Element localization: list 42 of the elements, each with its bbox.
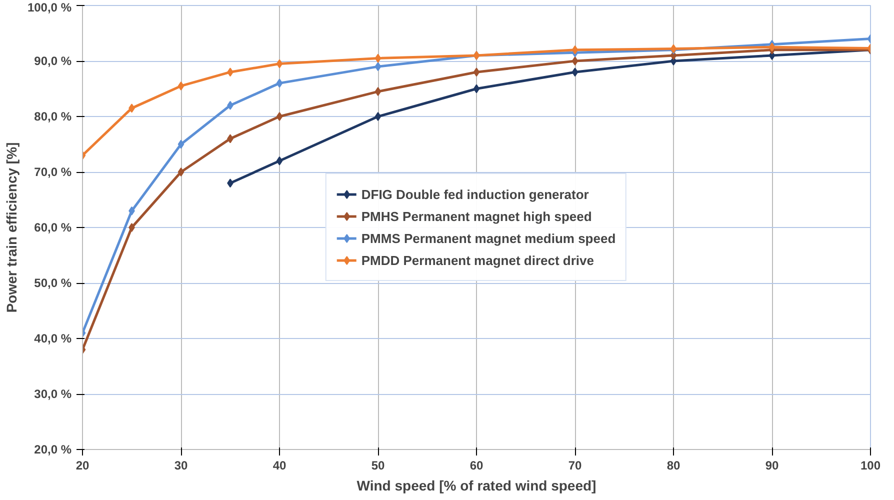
legend-label: PMMS Permanent magnet medium speed: [361, 230, 616, 246]
point: [276, 112, 283, 121]
legend-label: PMHS Permanent magnet high speed: [361, 208, 592, 224]
point: [374, 54, 382, 63]
point: [473, 84, 480, 94]
y-tick-label: 30,0 %: [34, 387, 72, 401]
point: [178, 140, 184, 149]
y-tick-label: 40,0 %: [34, 332, 72, 346]
point: [178, 81, 184, 90]
point: [276, 78, 283, 88]
y-tick-label: 70,0 %: [34, 165, 72, 179]
legend-label: PMDD Permanent magnet direct drive: [361, 252, 594, 268]
x-tick-label: 90: [765, 458, 779, 472]
x-tick-label: 70: [568, 458, 582, 472]
point: [374, 62, 382, 72]
point: [572, 56, 578, 66]
x-tick-label: 80: [666, 458, 680, 472]
x-tick-label: 100: [860, 458, 881, 472]
y-tick-label: 90,0 %: [34, 54, 72, 68]
y-tick-label: 80,0 %: [34, 110, 72, 124]
x-tick-label: 40: [272, 458, 286, 472]
point: [572, 68, 578, 77]
y-tick-label: 50,0 %: [34, 276, 72, 290]
y-axis-title: Power train efficiency [%]: [3, 142, 20, 313]
x-tick-label: 20: [76, 458, 90, 472]
point: [473, 68, 480, 77]
x-axis-title: Wind speed [% of rated wind speed]: [356, 478, 596, 494]
point: [374, 87, 382, 96]
point: [572, 45, 578, 54]
x-tick-label: 60: [470, 458, 484, 472]
point: [128, 223, 135, 232]
x-tick-label: 50: [371, 458, 385, 472]
point: [374, 112, 382, 121]
y-tick-label: 20,0 %: [34, 442, 72, 456]
point: [276, 59, 283, 68]
y-tick-label: 100,0 %: [27, 0, 72, 14]
point: [768, 42, 776, 52]
legend-label: DFIG Double fed induction generator: [361, 186, 589, 202]
x-tick-label: 30: [174, 458, 188, 472]
point: [276, 156, 283, 166]
point: [178, 168, 184, 176]
y-tick-label: 60,0 %: [34, 220, 72, 234]
